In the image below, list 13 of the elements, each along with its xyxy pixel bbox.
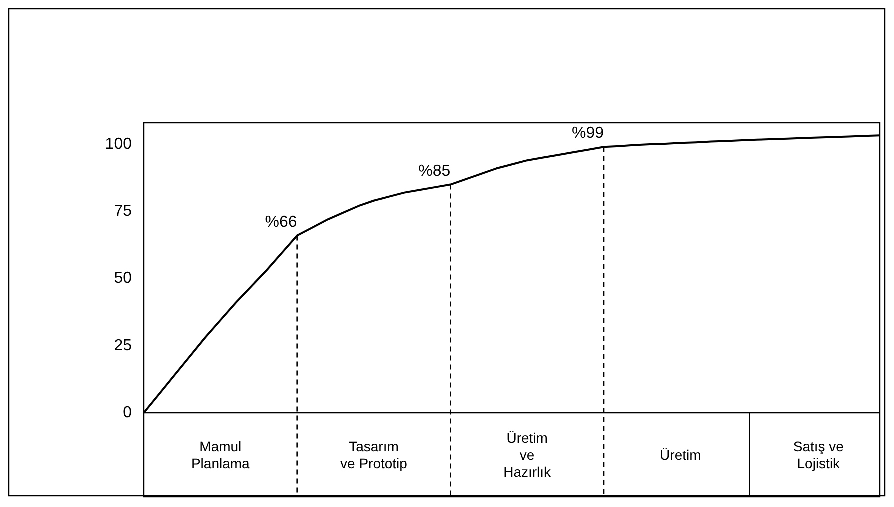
y-tick-label: 100 [105, 136, 132, 153]
x-tick-label: Mamul Planlama [191, 438, 250, 472]
x-tick-label: Üretim [660, 447, 702, 463]
y-tick-label: 25 [114, 337, 132, 354]
y-tick-label: 0 [123, 404, 132, 422]
x-tick-label: Satış ve Lojistik [793, 438, 844, 472]
x-tick-label: Tasarım ve Prototip [340, 438, 408, 472]
y-tick-label: 75 [114, 203, 132, 220]
data-label: %66 [265, 214, 298, 231]
x-tick-label: Üretim ve Hazırlık [504, 430, 552, 480]
y-tick-label: 50 [114, 270, 132, 288]
data-label: %85 [418, 162, 451, 180]
data-label: %99 [572, 125, 604, 142]
